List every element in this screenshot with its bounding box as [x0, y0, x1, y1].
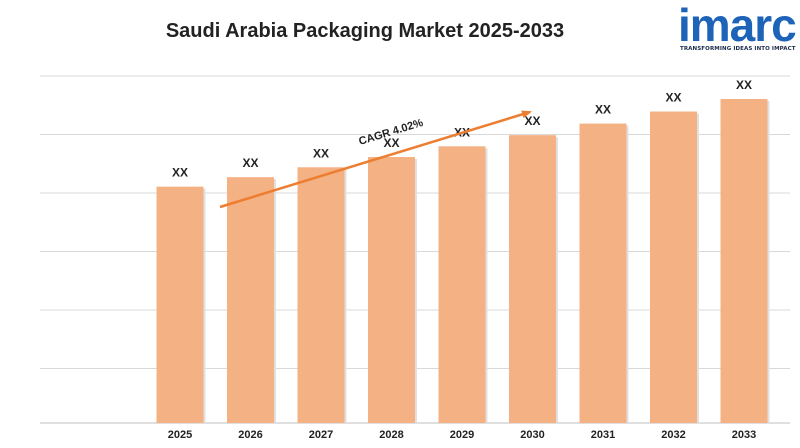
x-tick-2026: 2026 [238, 429, 262, 441]
x-tick-2025: 2025 [168, 429, 192, 441]
x-tick-2029: 2029 [450, 429, 474, 441]
x-tick-2028: 2028 [379, 429, 403, 441]
data-label-2032: XX [665, 91, 681, 105]
x-tick-2033: 2033 [732, 429, 756, 441]
x-tick-2030: 2030 [520, 429, 544, 441]
bar-2031 [579, 123, 627, 424]
data-label-2026: XX [242, 156, 258, 170]
logo-wordmark: imarc [678, 0, 797, 51]
imarc-logo: imarc TRANSFORMING IDEAS INTO IMPACT [650, 2, 797, 62]
bar-2030 [509, 135, 556, 423]
data-label-2028: XX [383, 136, 399, 150]
bar-2026 [227, 177, 274, 423]
x-tick-2027: 2027 [309, 429, 333, 441]
data-label-2025: XX [172, 166, 188, 180]
bar-2029 [438, 146, 486, 423]
bar-2027 [297, 167, 345, 423]
cagr-arrow [219, 110, 532, 209]
data-label-2030: XX [524, 114, 540, 128]
chart-title: Saudi Arabia Packaging Market 2025-2033 [165, 20, 565, 42]
bar-2025 [156, 186, 204, 423]
data-label-2031: XX [595, 103, 611, 117]
x-tick-2031: 2031 [591, 429, 615, 441]
bar-2028 [368, 156, 415, 423]
bars [156, 99, 770, 424]
logo-tagline: TRANSFORMING IDEAS INTO IMPACT [680, 46, 796, 52]
bar-2033 [720, 99, 768, 423]
data-label-2033: XX [736, 78, 752, 92]
x-axis-ticks: 2025 2026 2027 2028 2029 2030 2031 2032 2033 [168, 429, 756, 441]
x-tick-2032: 2032 [661, 429, 685, 441]
bar-2032 [650, 111, 697, 424]
data-label-2027: XX [313, 146, 329, 160]
